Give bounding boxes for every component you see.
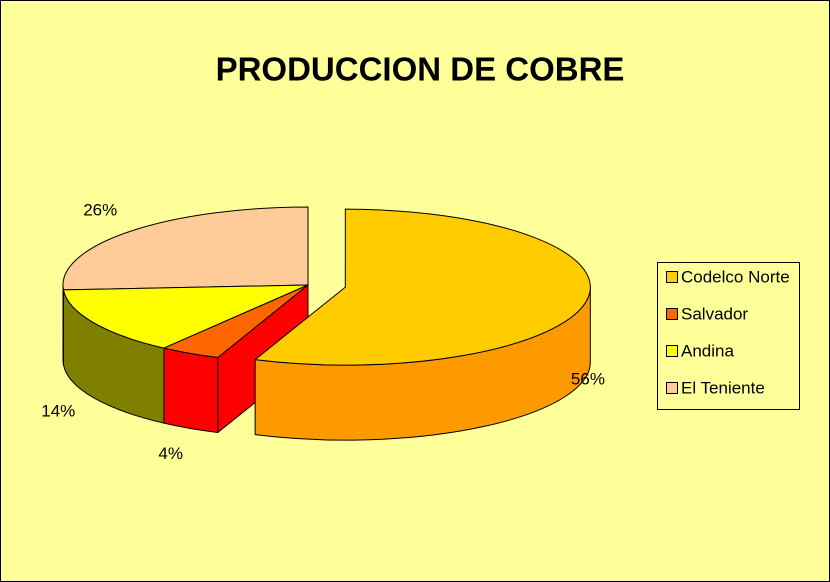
slice-wall <box>163 347 219 434</box>
legend-label: El Teniente <box>681 378 765 397</box>
legend-swatch <box>666 345 678 357</box>
chart-title: PRODUCCION DE COBRE <box>216 51 625 88</box>
slice <box>254 208 591 366</box>
legend-swatch <box>666 308 678 320</box>
slice <box>62 206 309 291</box>
slice <box>163 284 309 359</box>
slice <box>62 284 309 349</box>
data-label: 26% <box>83 201 117 220</box>
legend-swatch <box>666 271 678 283</box>
legend-label: Salvador <box>681 304 748 323</box>
data-label: 4% <box>158 444 183 463</box>
data-label: 56% <box>571 370 605 389</box>
legend-label: Andina <box>681 341 734 360</box>
legend <box>657 262 800 410</box>
data-label: 14% <box>41 402 75 421</box>
legend-label: Codelco Norte <box>681 267 790 286</box>
legend-swatch <box>666 382 678 394</box>
